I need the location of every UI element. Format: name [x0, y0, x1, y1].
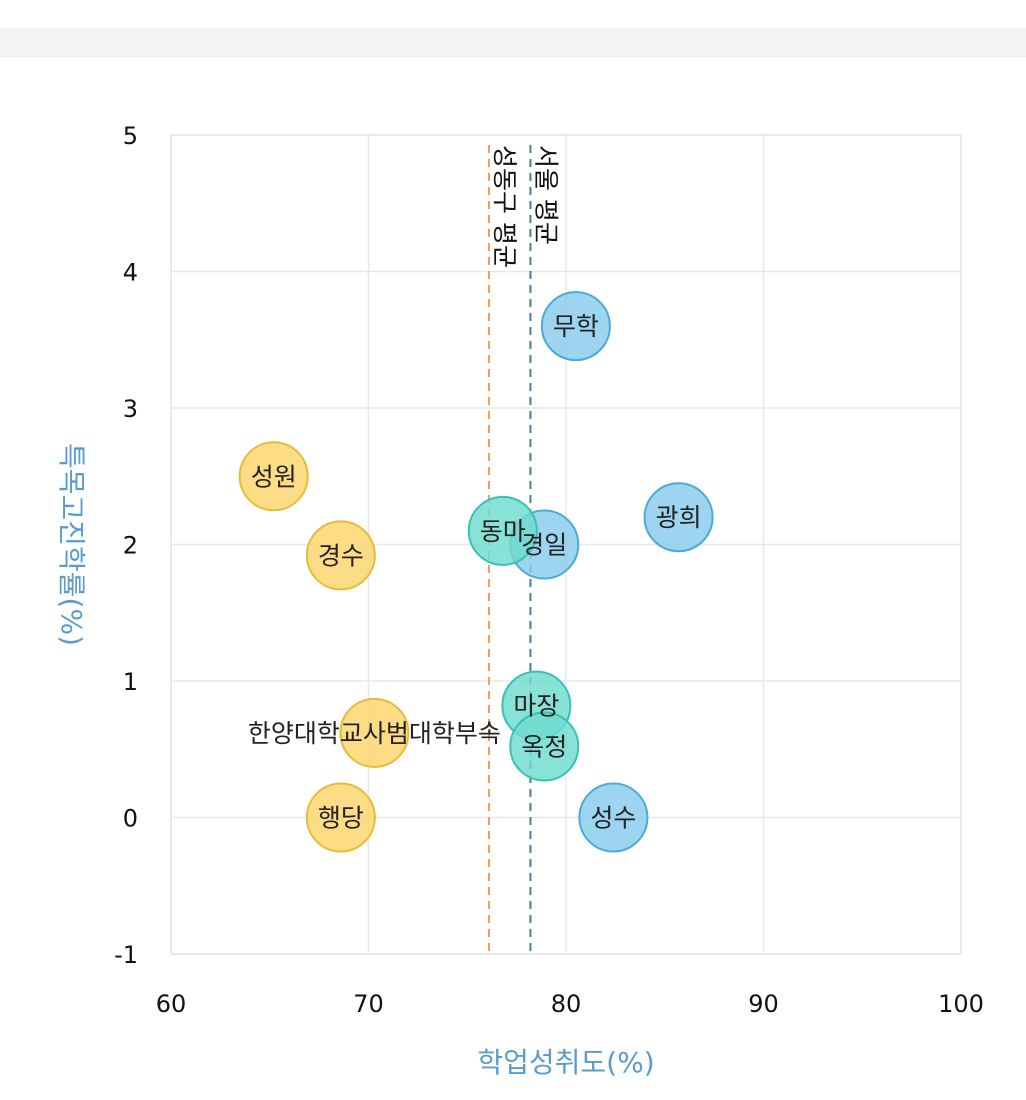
data-point-label: 경일 [521, 531, 567, 560]
data-point [540, 291, 611, 362]
data-point [305, 520, 376, 591]
reference-lines: 성동구 평균 서울 평균 [487, 145, 560, 954]
y-tick-label: 3 [123, 395, 138, 423]
data-point [578, 782, 649, 853]
y-tick-label: 2 [123, 532, 138, 560]
data-point [305, 782, 376, 853]
y-axis-title: 특목고진학률(%) [55, 443, 88, 646]
data-point-label: 한양대학교사범대학부속 [248, 719, 501, 748]
reference-line-label: 서울 평균 [531, 145, 560, 245]
x-tick-label: 90 [748, 990, 779, 1018]
data-point-label: 옥정 [521, 733, 567, 762]
x-axis-title: 학업성취도(%) [477, 1046, 654, 1079]
y-tick-label: -1 [114, 941, 138, 969]
y-tick-label: 5 [123, 122, 138, 150]
data-point-label: 동마 [480, 517, 526, 546]
y-tick-label: 4 [123, 259, 138, 287]
data-point-label: 무학 [553, 312, 599, 341]
data-point-label: 행당 [318, 804, 364, 833]
data-point [509, 711, 580, 782]
data-point [339, 697, 410, 768]
x-axis-ticks: 60 70 80 90 100 [156, 990, 984, 1018]
x-tick-label: 60 [156, 990, 187, 1018]
y-axis-ticks: -1 0 1 2 3 4 5 [114, 122, 138, 969]
data-point-label: 성원 [251, 462, 297, 491]
data-point [467, 495, 538, 566]
data-point-label: 마장 [513, 692, 559, 721]
x-tick-label: 80 [551, 990, 582, 1018]
top-bar [0, 28, 1026, 57]
data-point-label: 광희 [656, 503, 702, 532]
data-point-label: 경수 [318, 541, 364, 570]
y-tick-label: 1 [123, 668, 138, 696]
data-point [643, 482, 714, 553]
data-point [238, 441, 309, 512]
x-tick-label: 100 [938, 990, 984, 1018]
reference-line-label: 성동구 평균 [490, 145, 519, 268]
y-tick-label: 0 [123, 805, 138, 833]
data-point-label: 성수 [590, 804, 636, 833]
x-tick-label: 70 [353, 990, 384, 1018]
